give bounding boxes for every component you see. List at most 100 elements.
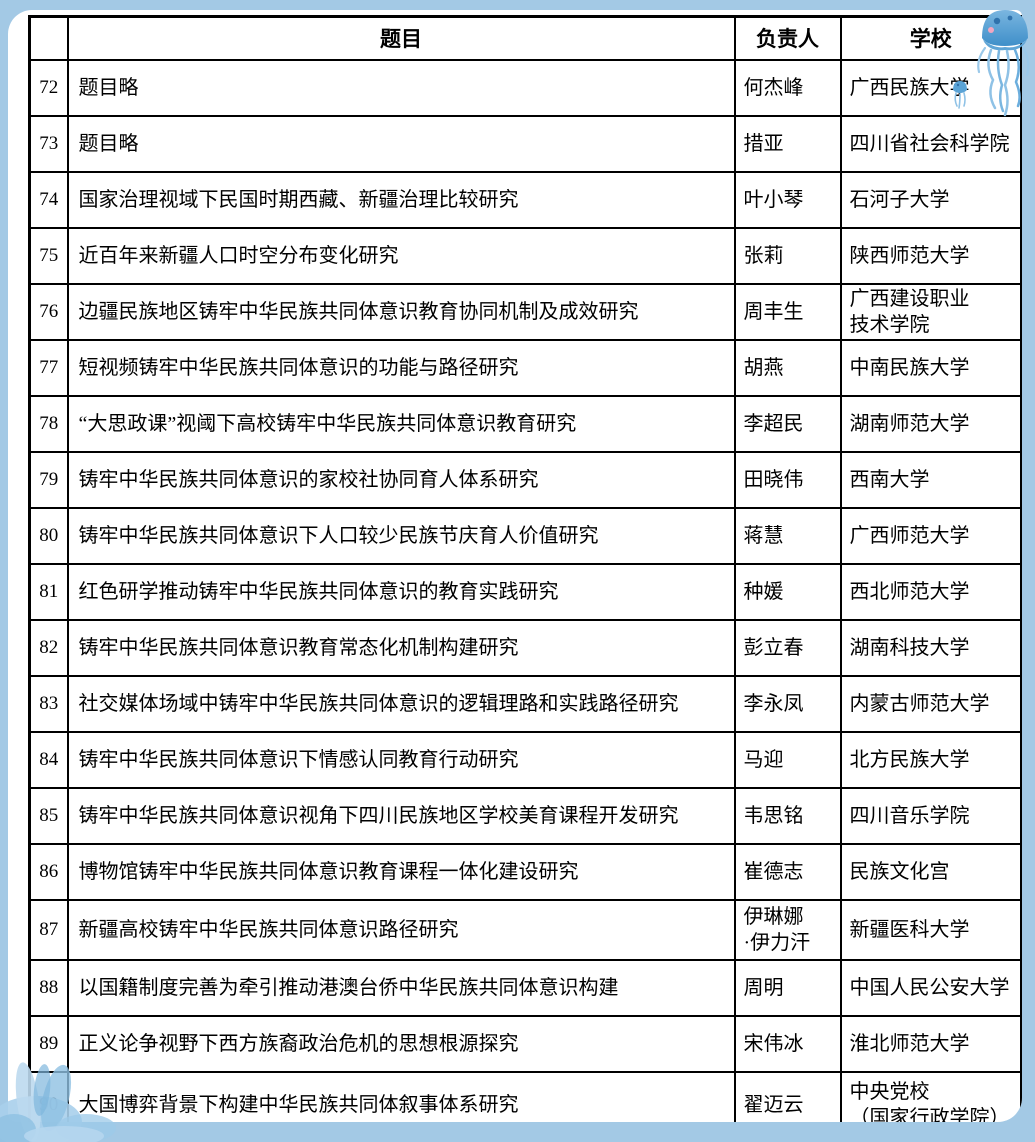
project-title-cell: 近百年来新疆人口时空分布变化研究 — [66, 226, 736, 285]
row-number-cell: 86 — [28, 842, 69, 901]
school-name-cell: 内蒙古师范大学 — [839, 674, 1022, 733]
school-name-cell: 广西建设职业 技术学院 — [839, 282, 1022, 341]
table-row: 72 题目略 何杰峰 广西民族大学 — [28, 58, 1022, 117]
school-name-cell: 新疆医科大学 — [839, 898, 1022, 961]
leader-name-cell: 韦思铭 — [733, 786, 842, 845]
leader-name-cell: 马迎 — [733, 730, 842, 789]
school-name-cell: 西北师范大学 — [839, 562, 1022, 621]
row-number-cell: 83 — [28, 674, 69, 733]
row-number-cell: 73 — [28, 114, 69, 173]
table-row: 88 以国籍制度完善为牵引推动港澳台侨中华民族共同体意识构建 周明 中国人民公安… — [28, 958, 1022, 1017]
project-title-cell: 社交媒体场域中铸牢中华民族共同体意识的逻辑理路和实践路径研究 — [66, 674, 736, 733]
leader-name-cell: 崔德志 — [733, 842, 842, 901]
project-title-cell: 短视频铸牢中华民族共同体意识的功能与路径研究 — [66, 338, 736, 397]
table-row: 84 铸牢中华民族共同体意识下情感认同教育行动研究 马迎 北方民族大学 — [28, 730, 1022, 789]
table-row: 80 铸牢中华民族共同体意识下人口较少民族节庆育人价值研究 蒋慧 广西师范大学 — [28, 506, 1022, 565]
leader-name-cell: 周明 — [733, 958, 842, 1017]
leader-name-cell: 田晓伟 — [733, 450, 842, 509]
row-number-cell: 85 — [28, 786, 69, 845]
table-row: 85 铸牢中华民族共同体意识视角下四川民族地区学校美育课程开发研究 韦思铭 四川… — [28, 786, 1022, 845]
leader-name-cell: 张莉 — [733, 226, 842, 285]
project-title-cell: 题目略 — [66, 114, 736, 173]
row-number-cell: 80 — [28, 506, 69, 565]
table-row: 76 边疆民族地区铸牢中华民族共同体意识教育协同机制及成效研究 周丰生 广西建设… — [28, 282, 1022, 341]
table-row: 89 正义论争视野下西方族裔政治危机的思想根源探究 宋伟冰 淮北师范大学 — [28, 1014, 1022, 1073]
project-title-cell: 红色研学推动铸牢中华民族共同体意识的教育实践研究 — [66, 562, 736, 621]
row-number-cell: 75 — [28, 226, 69, 285]
leader-name-cell: 翟迈云 — [733, 1070, 842, 1122]
table-body: 72 题目略 何杰峰 广西民族大学 73 题目略 措亚 四川省社会科学院 74 … — [28, 58, 1022, 1122]
row-number-cell: 90 — [28, 1070, 69, 1122]
project-title-cell: 正义论争视野下西方族裔政治危机的思想根源探究 — [66, 1014, 736, 1073]
row-number-cell: 87 — [28, 898, 69, 961]
school-name-cell: 四川省社会科学院 — [839, 114, 1022, 173]
school-name-cell: 广西民族大学 — [839, 58, 1022, 117]
project-title-cell: 题目略 — [66, 58, 736, 117]
project-title-cell: 边疆民族地区铸牢中华民族共同体意识教育协同机制及成效研究 — [66, 282, 736, 341]
row-number-cell: 89 — [28, 1014, 69, 1073]
project-title-cell: 国家治理视域下民国时期西藏、新疆治理比较研究 — [66, 170, 736, 229]
school-name-cell: 淮北师范大学 — [839, 1014, 1022, 1073]
projects-table: 题目 负责人 学校 72 题目略 何杰峰 广西民族大学 73 题目略 措亚 四川… — [28, 15, 1022, 1122]
table-row: 73 题目略 措亚 四川省社会科学院 — [28, 114, 1022, 173]
table-row: 77 短视频铸牢中华民族共同体意识的功能与路径研究 胡燕 中南民族大学 — [28, 338, 1022, 397]
table-header: 题目 负责人 学校 — [28, 15, 1022, 61]
row-number-cell: 77 — [28, 338, 69, 397]
leader-name-cell: 何杰峰 — [733, 58, 842, 117]
row-number-cell: 74 — [28, 170, 69, 229]
school-name-cell: 中国人民公安大学 — [839, 958, 1022, 1017]
leader-name-cell: 胡燕 — [733, 338, 842, 397]
project-title-cell: 铸牢中华民族共同体意识教育常态化机制构建研究 — [66, 618, 736, 677]
row-number-cell: 72 — [28, 58, 69, 117]
leader-name-cell: 李超民 — [733, 394, 842, 453]
school-name-cell: 广西师范大学 — [839, 506, 1022, 565]
school-name-cell: 北方民族大学 — [839, 730, 1022, 789]
row-number-cell: 78 — [28, 394, 69, 453]
leader-name-cell: 彭立春 — [733, 618, 842, 677]
header-number-cell — [28, 15, 69, 61]
leader-name-cell: 李永凤 — [733, 674, 842, 733]
table-row: 86 博物馆铸牢中华民族共同体意识教育课程一体化建设研究 崔德志 民族文化宫 — [28, 842, 1022, 901]
leader-name-cell: 叶小琴 — [733, 170, 842, 229]
project-title-cell: 铸牢中华民族共同体意识下人口较少民族节庆育人价值研究 — [66, 506, 736, 565]
project-title-cell: 以国籍制度完善为牵引推动港澳台侨中华民族共同体意识构建 — [66, 958, 736, 1017]
table-row: 87 新疆高校铸牢中华民族共同体意识路径研究 伊琳娜 ·伊力汗 新疆医科大学 — [28, 898, 1022, 961]
project-title-cell: 铸牢中华民族共同体意识的家校社协同育人体系研究 — [66, 450, 736, 509]
row-number-cell: 79 — [28, 450, 69, 509]
project-title-cell: 新疆高校铸牢中华民族共同体意识路径研究 — [66, 898, 736, 961]
row-number-cell: 76 — [28, 282, 69, 341]
school-name-cell: 湖南科技大学 — [839, 618, 1022, 677]
document-panel: 题目 负责人 学校 72 题目略 何杰峰 广西民族大学 73 题目略 措亚 四川… — [8, 10, 1022, 1122]
header-leader-cell: 负责人 — [733, 15, 842, 61]
header-school-cell: 学校 — [839, 15, 1022, 61]
table-row: 79 铸牢中华民族共同体意识的家校社协同育人体系研究 田晓伟 西南大学 — [28, 450, 1022, 509]
row-number-cell: 84 — [28, 730, 69, 789]
school-name-cell: 石河子大学 — [839, 170, 1022, 229]
leader-name-cell: 措亚 — [733, 114, 842, 173]
row-number-cell: 88 — [28, 958, 69, 1017]
school-name-cell: 民族文化宫 — [839, 842, 1022, 901]
header-title-cell: 题目 — [66, 15, 736, 61]
project-title-cell: 博物馆铸牢中华民族共同体意识教育课程一体化建设研究 — [66, 842, 736, 901]
leader-name-cell: 伊琳娜 ·伊力汗 — [733, 898, 842, 961]
row-number-cell: 82 — [28, 618, 69, 677]
table-row: 81 红色研学推动铸牢中华民族共同体意识的教育实践研究 种媛 西北师范大学 — [28, 562, 1022, 621]
project-title-cell: 铸牢中华民族共同体意识视角下四川民族地区学校美育课程开发研究 — [66, 786, 736, 845]
school-name-cell: 湖南师范大学 — [839, 394, 1022, 453]
project-title-cell: 铸牢中华民族共同体意识下情感认同教育行动研究 — [66, 730, 736, 789]
row-number-cell: 81 — [28, 562, 69, 621]
school-name-cell: 陕西师范大学 — [839, 226, 1022, 285]
school-name-cell: 四川音乐学院 — [839, 786, 1022, 845]
table-row: 82 铸牢中华民族共同体意识教育常态化机制构建研究 彭立春 湖南科技大学 — [28, 618, 1022, 677]
school-name-cell: 西南大学 — [839, 450, 1022, 509]
table-row: 78 “大思政课”视阈下高校铸牢中华民族共同体意识教育研究 李超民 湖南师范大学 — [28, 394, 1022, 453]
table-row: 74 国家治理视域下民国时期西藏、新疆治理比较研究 叶小琴 石河子大学 — [28, 170, 1022, 229]
project-title-cell: 大国博弈背景下构建中华民族共同体叙事体系研究 — [66, 1070, 736, 1122]
school-name-cell: 中央党校 （国家行政学院） — [839, 1070, 1022, 1122]
table-row: 75 近百年来新疆人口时空分布变化研究 张莉 陕西师范大学 — [28, 226, 1022, 285]
project-title-cell: “大思政课”视阈下高校铸牢中华民族共同体意识教育研究 — [66, 394, 736, 453]
table-row: 90 大国博弈背景下构建中华民族共同体叙事体系研究 翟迈云 中央党校 （国家行政… — [28, 1070, 1022, 1122]
table-row: 83 社交媒体场域中铸牢中华民族共同体意识的逻辑理路和实践路径研究 李永凤 内蒙… — [28, 674, 1022, 733]
leader-name-cell: 周丰生 — [733, 282, 842, 341]
